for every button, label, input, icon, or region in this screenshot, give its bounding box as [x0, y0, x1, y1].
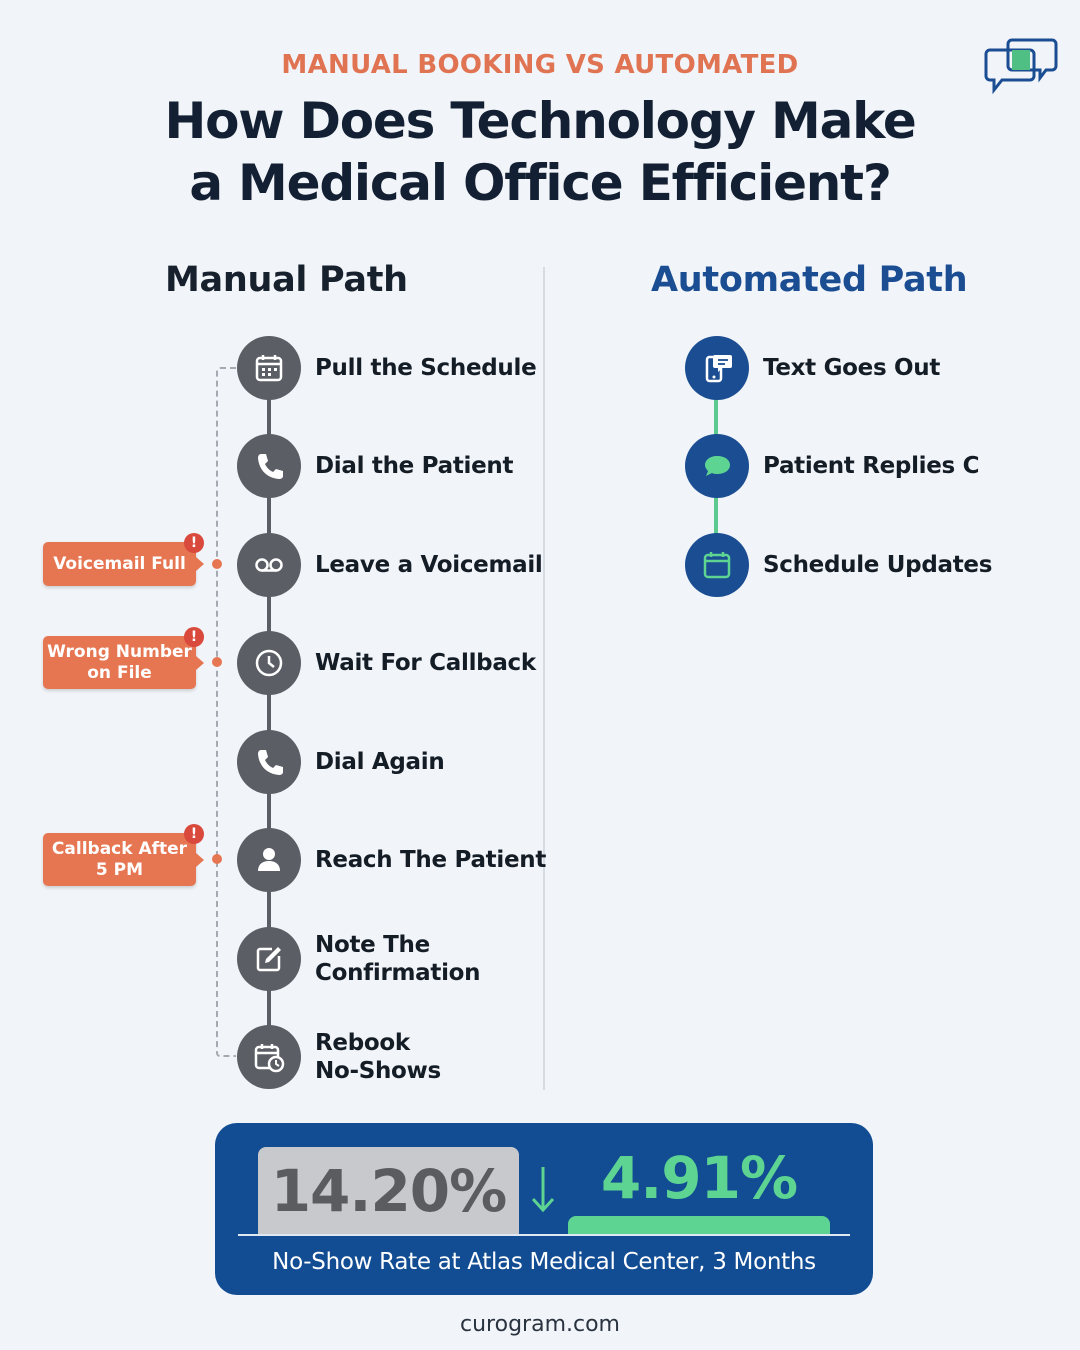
alert-badge: ! — [184, 627, 204, 647]
step-label: Pull the Schedule — [315, 355, 537, 381]
callout-voicemail-full: Voicemail Full — [43, 542, 204, 586]
after-rate-bar — [568, 1216, 830, 1236]
step-label: Dial Again — [315, 749, 445, 775]
phone-icon — [237, 434, 301, 498]
step-label: Schedule Updates — [763, 552, 993, 578]
callout-text: Callback After 5 PM — [51, 838, 188, 880]
step-label: Text Goes Out — [763, 355, 941, 381]
alert-badge: ! — [184, 533, 204, 553]
manual-path-heading: Manual Path — [165, 260, 408, 300]
retry-loop-connector — [216, 367, 236, 1057]
calendar-icon — [237, 336, 301, 400]
phone-icon — [237, 730, 301, 794]
callout-connector-dot — [212, 559, 222, 569]
page-title: How Does Technology Make a Medical Offic… — [0, 90, 1080, 214]
chat-bubble-icon — [685, 434, 749, 498]
stat-baseline — [238, 1234, 850, 1236]
step-label: Dial the Patient — [315, 453, 514, 479]
step-label: Note The Confirmation — [315, 932, 481, 986]
step-label: Patient Replies C — [763, 453, 980, 479]
chat-bubbles-logo-icon — [984, 38, 1058, 95]
callout-text: Voicemail Full — [53, 553, 186, 574]
phone-message-icon — [685, 336, 749, 400]
manual-path-connector — [267, 368, 271, 1058]
step-label: Rebook No-Shows — [315, 1030, 441, 1084]
automated-path-heading: Automated Path — [651, 260, 968, 300]
calendar-clock-icon — [237, 1025, 301, 1089]
voicemail-icon — [237, 533, 301, 597]
step-label: Leave a Voicemail — [315, 552, 543, 578]
eyebrow-label: MANUAL BOOKING VS AUTOMATED — [281, 50, 799, 80]
callout-text: Wrong Number on File — [47, 641, 192, 683]
step-label: Reach The Patient — [315, 847, 547, 873]
calendar-icon — [685, 533, 749, 597]
before-rate-value: 14.20% — [258, 1147, 519, 1235]
edit-icon — [237, 927, 301, 991]
after-rate-value: 4.91% — [600, 1144, 798, 1212]
step-label: Wait For Callback — [315, 650, 536, 676]
person-icon — [237, 828, 301, 892]
clock-icon — [237, 631, 301, 695]
page-title-text: How Does Technology Make a Medical Offic… — [164, 92, 916, 212]
callout-wrong-number: Wrong Number on File — [43, 636, 204, 689]
down-arrow-icon — [531, 1167, 555, 1213]
footer-site-url: curogram.com — [460, 1312, 620, 1337]
no-show-rate-panel: 14.20% 4.91% No-Show Rate at Atlas Medic… — [215, 1123, 873, 1295]
column-divider — [543, 267, 545, 1090]
callout-callback-after-5pm: Callback After 5 PM — [43, 833, 204, 886]
stat-caption: No-Show Rate at Atlas Medical Center, 3 … — [272, 1249, 816, 1275]
alert-badge: ! — [184, 824, 204, 844]
callout-connector-dot — [212, 657, 222, 667]
callout-connector-dot — [212, 854, 222, 864]
